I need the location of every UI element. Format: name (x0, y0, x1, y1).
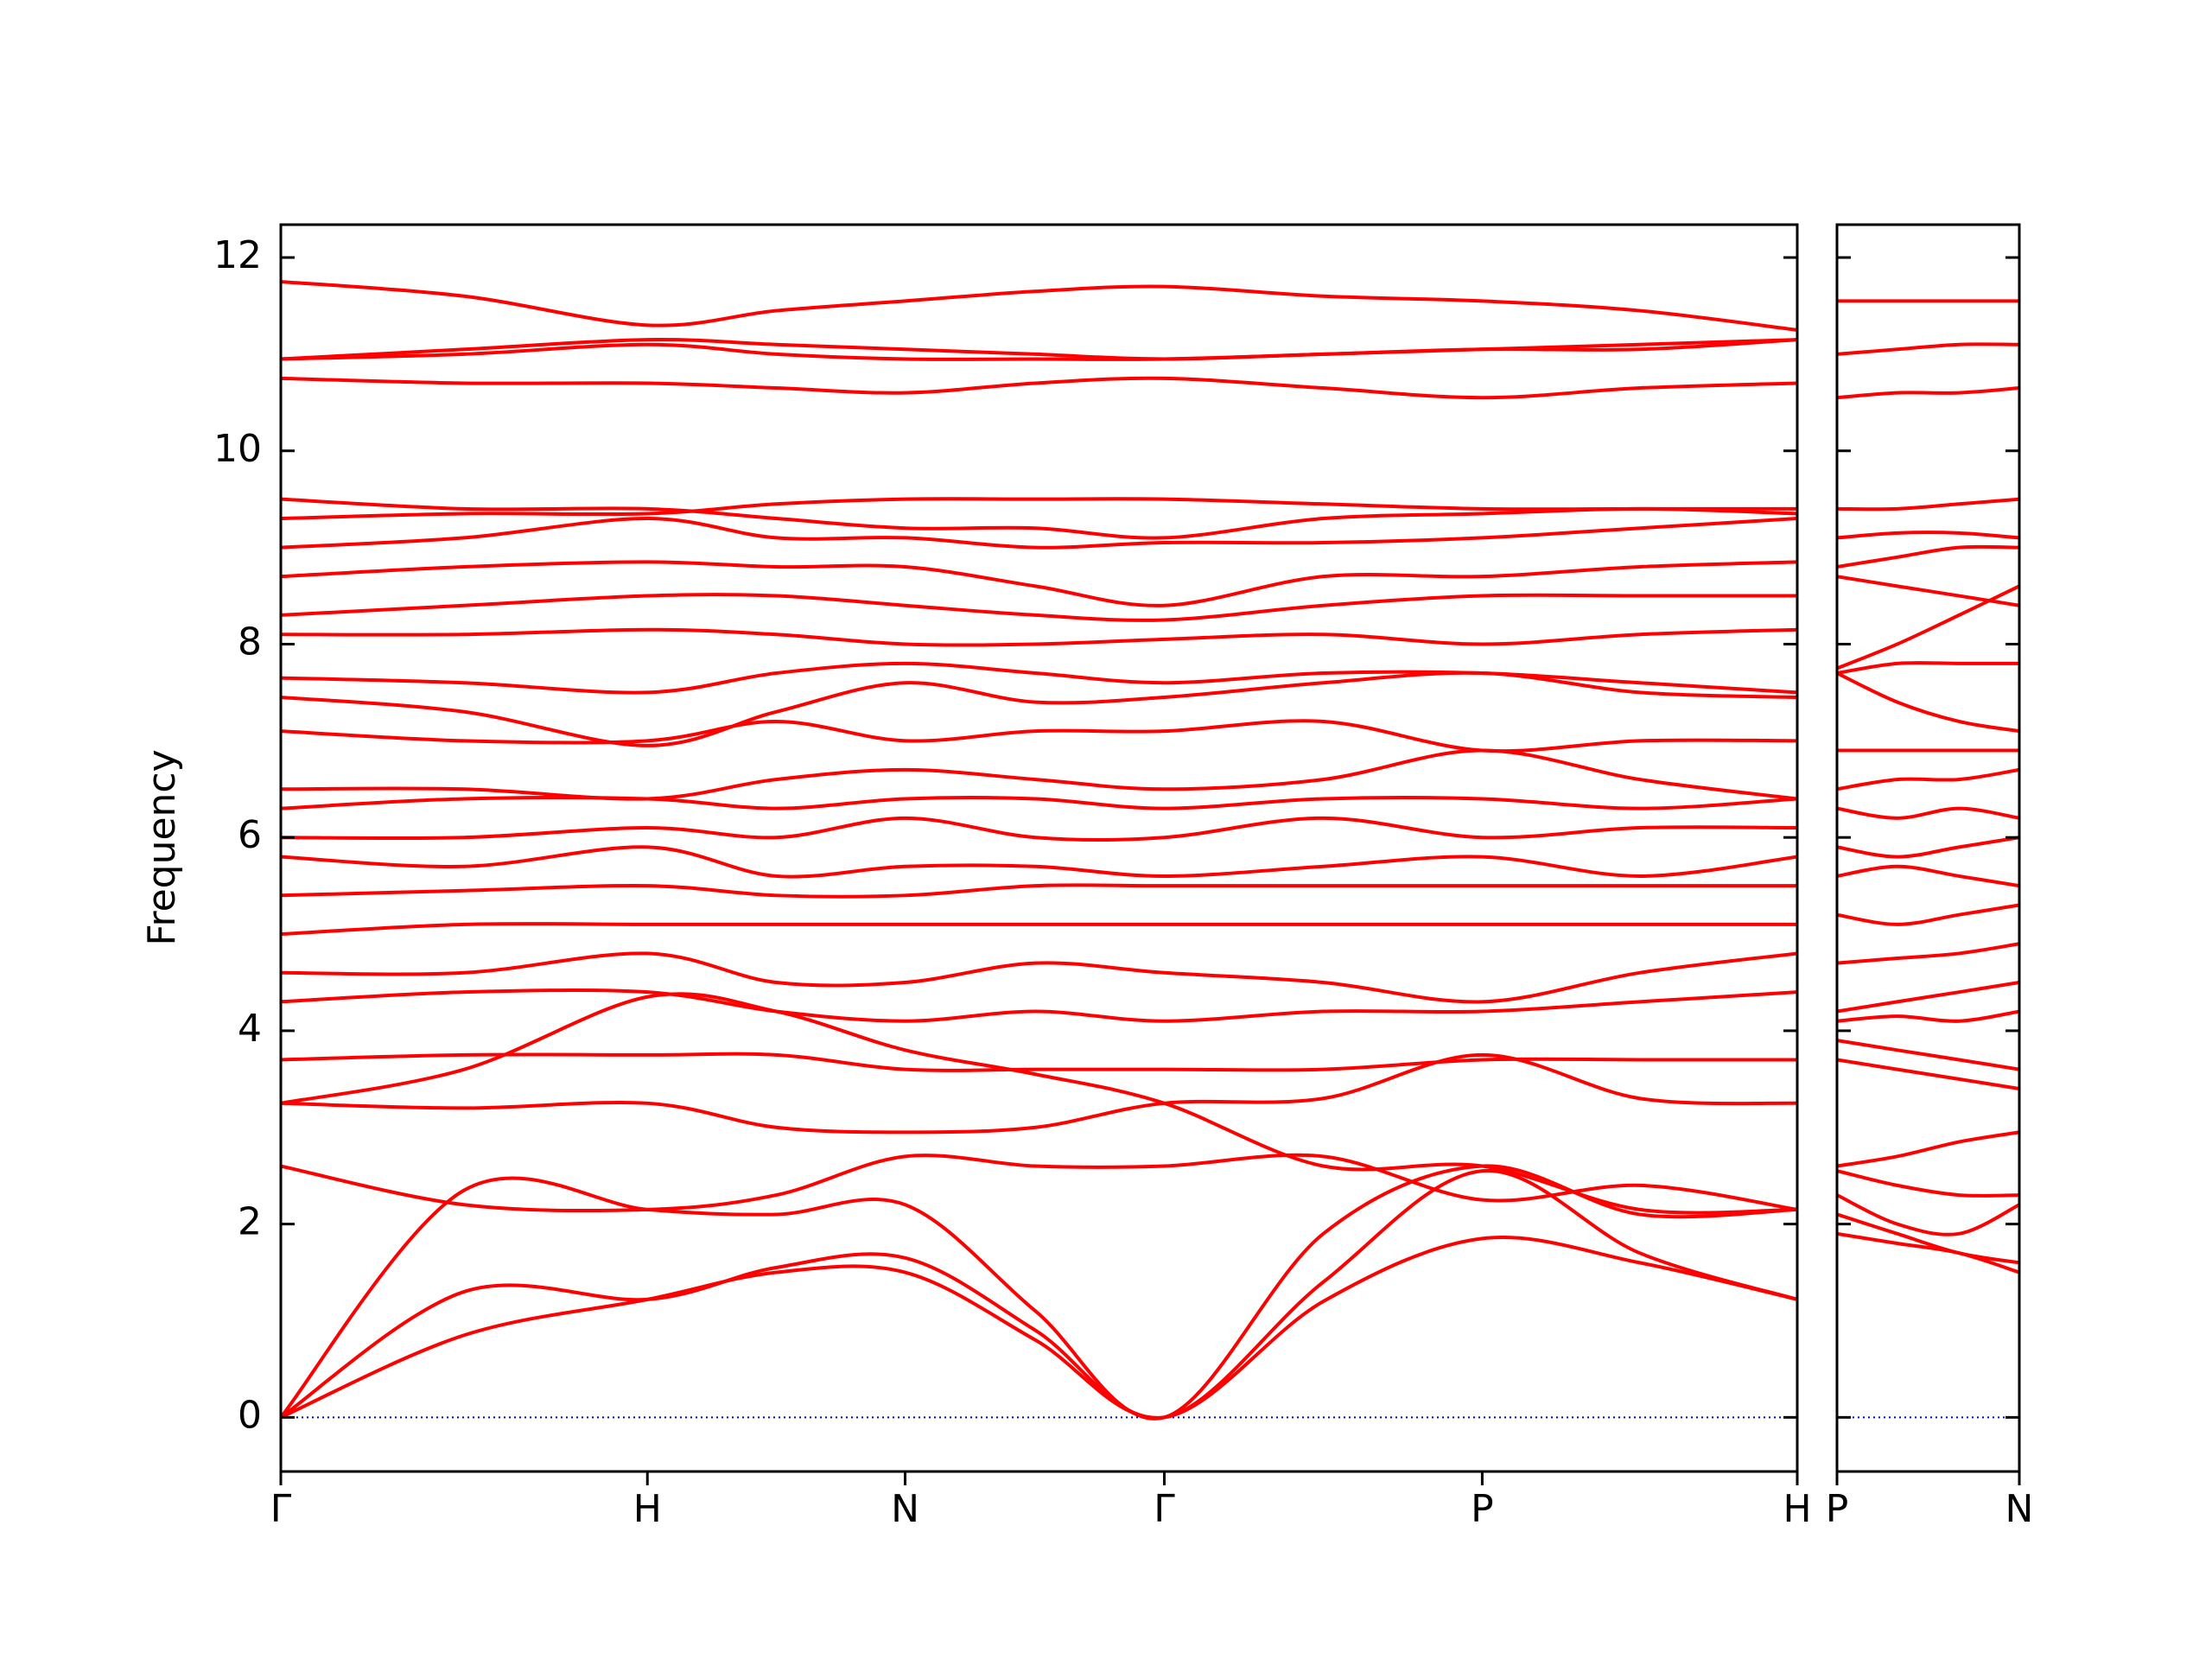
band-line (1837, 1009, 2019, 1023)
y-tick-label: 0 (238, 1393, 262, 1437)
band-line (281, 1052, 1797, 1135)
band-line (281, 671, 1797, 747)
band-line (281, 816, 1797, 842)
band-line (281, 280, 1797, 332)
band-line (281, 845, 1797, 879)
band-line (1837, 1169, 2019, 1198)
band-line (281, 922, 1797, 937)
band-line (1837, 981, 2019, 1014)
band-line (1837, 531, 2019, 540)
band-line (281, 1052, 1797, 1072)
band-line (281, 376, 1797, 400)
x-tick-label: Γ (270, 1487, 292, 1531)
band-line (281, 1169, 1797, 1421)
plot-area (1837, 299, 2019, 1419)
band-line (1837, 1212, 2019, 1265)
band-line (1837, 1130, 2019, 1168)
x-tick-label: N (2005, 1487, 2034, 1531)
y-tick-label: 6 (238, 813, 262, 857)
band-line (1837, 767, 2019, 791)
band-line (281, 1236, 1797, 1420)
band-line (1837, 942, 2019, 965)
x-tick-label: P (1471, 1487, 1494, 1531)
y-tick-label: 8 (238, 620, 262, 664)
band-line (281, 497, 1797, 540)
band-line (1837, 806, 2019, 820)
band-line (1837, 836, 2019, 859)
band-line (281, 719, 1797, 753)
band-line (281, 748, 1797, 801)
band-line (1837, 497, 2019, 512)
band-line (1837, 864, 2019, 888)
band-line (281, 497, 1797, 521)
band-line (281, 988, 1797, 1023)
band-line (281, 796, 1797, 810)
band-line (281, 338, 1797, 361)
y-tick-label: 12 (213, 233, 262, 277)
band-line (281, 627, 1797, 647)
y-tick-label: 2 (238, 1200, 262, 1244)
band-line (1837, 1039, 2019, 1071)
axes-frame (1835, 223, 2021, 1473)
band-line (1837, 1193, 2019, 1236)
band-line (281, 593, 1797, 622)
band-line (1837, 342, 2019, 356)
x-tick-label: Γ (1154, 1487, 1175, 1531)
band-line (1837, 1058, 2019, 1091)
band-line (1837, 584, 2019, 671)
x-tick-label: P (1826, 1487, 1849, 1531)
band-line (281, 1153, 1797, 1213)
plot-area (281, 280, 1797, 1421)
band-line (281, 560, 1797, 607)
band-line (1837, 575, 2019, 607)
band-line (281, 1164, 1797, 1421)
x-tick-label: N (891, 1487, 919, 1531)
band-line (1837, 544, 2019, 569)
y-tick-label: 4 (238, 1007, 262, 1051)
band-line (1837, 386, 2019, 400)
y-tick-label: 10 (213, 427, 262, 471)
y-axis-label: Frequency (140, 749, 184, 945)
band-line (1837, 1231, 2019, 1274)
band-line (281, 883, 1797, 899)
band-line (281, 992, 1797, 1215)
x-tick-label: H (633, 1487, 662, 1531)
band-line (281, 951, 1797, 1004)
band-line (281, 517, 1797, 550)
x-tick-label: H (1783, 1487, 1811, 1531)
band-line (281, 661, 1797, 695)
axes-frame (279, 223, 1799, 1473)
band-line (1837, 903, 2019, 926)
band-line (1837, 661, 2019, 676)
band-line (1837, 671, 2019, 734)
